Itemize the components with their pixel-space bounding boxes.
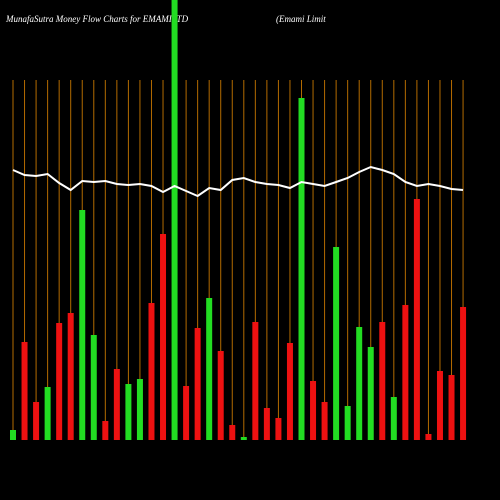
bar — [183, 386, 190, 440]
bar — [56, 323, 63, 440]
bar — [436, 371, 443, 440]
bar — [321, 402, 328, 440]
bar — [460, 307, 467, 440]
bar — [413, 199, 420, 440]
bar — [217, 351, 224, 440]
bar — [240, 437, 247, 440]
bar — [310, 381, 317, 440]
bar — [67, 313, 74, 440]
chart-title: MunafaSutra Money Flow Charts for EMAMIL… — [5, 14, 189, 24]
bar — [286, 343, 293, 440]
bar — [402, 305, 409, 440]
bar — [263, 408, 270, 440]
bar — [275, 418, 282, 440]
bar — [136, 379, 143, 440]
bar — [90, 335, 97, 440]
bar — [206, 298, 213, 440]
bar — [194, 328, 201, 440]
bar — [367, 347, 374, 440]
bar — [113, 369, 120, 440]
bar — [298, 98, 305, 440]
bar — [344, 406, 351, 440]
bar — [33, 402, 40, 440]
bar — [125, 384, 132, 440]
bar — [252, 322, 259, 440]
flow-line — [12, 165, 464, 198]
bar — [79, 210, 86, 440]
bar — [425, 434, 432, 440]
bar — [44, 387, 51, 440]
bar — [148, 303, 155, 440]
bar — [10, 430, 16, 440]
bar — [379, 322, 386, 440]
bar — [229, 425, 236, 440]
bar — [448, 375, 455, 440]
bar — [390, 397, 397, 440]
bar — [160, 234, 167, 440]
bar — [171, 0, 178, 440]
chart-subtitle: (Emami Limit — [276, 14, 326, 24]
bar — [102, 421, 109, 440]
bar — [356, 327, 363, 440]
bar — [333, 247, 340, 440]
bar — [21, 342, 28, 440]
